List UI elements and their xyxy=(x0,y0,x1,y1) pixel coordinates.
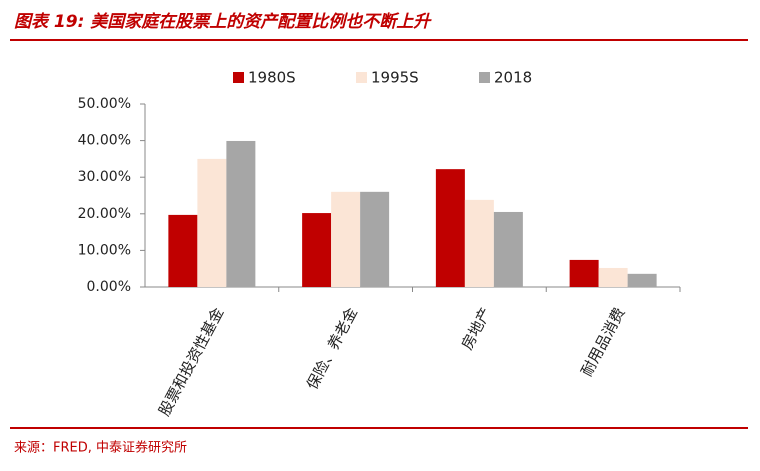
x-tick-label: 耐用品消费 xyxy=(578,305,629,380)
source: 来源：FRED, 中泰证券研究所 xyxy=(14,440,187,456)
y-tick-label: 20.00% xyxy=(78,206,131,222)
y-tick-label: 0.00% xyxy=(87,279,131,295)
bar xyxy=(197,158,227,287)
bar xyxy=(493,211,523,287)
legend-label: 1980S xyxy=(248,69,296,87)
bar xyxy=(226,140,256,287)
y-tick-label: 40.00% xyxy=(78,133,131,149)
bar xyxy=(598,267,628,287)
chart-title: 图表 19: 美国家庭在股票上的资产配置比例也不断上升 xyxy=(14,12,432,32)
legend-swatch xyxy=(479,72,490,83)
bar xyxy=(627,273,657,287)
legend-label: 1995S xyxy=(371,69,419,87)
y-tick-label: 10.00% xyxy=(78,242,131,258)
legend-swatch xyxy=(233,72,244,83)
legend-swatch xyxy=(356,72,367,83)
bar xyxy=(360,191,390,287)
x-tick-label: 房地产 xyxy=(458,305,495,353)
x-tick-label: 保险、养老金 xyxy=(303,305,361,393)
x-tick-label: 股票和投资性基金 xyxy=(155,305,227,419)
bar xyxy=(331,191,361,287)
y-tick-label: 50.00% xyxy=(78,96,131,112)
bar xyxy=(435,169,465,287)
legend-label: 2018 xyxy=(494,69,532,87)
bar xyxy=(168,214,198,287)
bar xyxy=(302,213,332,287)
bar xyxy=(464,199,494,287)
bar xyxy=(569,259,599,287)
y-tick-label: 30.00% xyxy=(78,169,131,185)
